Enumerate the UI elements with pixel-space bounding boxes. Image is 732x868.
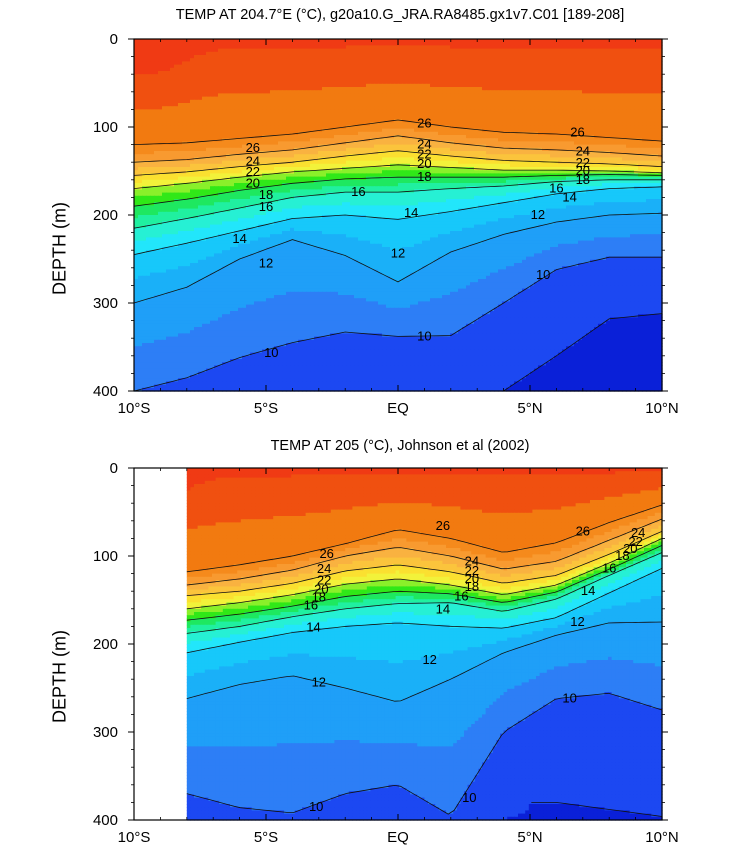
contour-label: 12 [531, 207, 545, 222]
x-tick-label: 10°S [118, 829, 151, 846]
y-tick-label: 0 [110, 31, 118, 48]
contour-panel-0: 2626242220181614122624222018161424222018… [93, 31, 679, 417]
chart-canvas: 2626242220181614122624222018161424222018… [0, 0, 732, 868]
contour-label: 16 [304, 597, 318, 612]
y-tick-label: 0 [110, 460, 118, 477]
x-tick-label: 5°N [517, 829, 542, 846]
contour-label: 12 [570, 614, 584, 629]
contour-label: 18 [417, 169, 431, 184]
y-tick-label: 200 [93, 636, 118, 653]
contour-label: 16 [454, 589, 468, 604]
contour-label: 26 [436, 518, 450, 533]
contour-label: 10 [264, 345, 278, 360]
contour-label: 26 [417, 116, 431, 131]
contour-label: 26 [319, 546, 333, 561]
contour-label: 18 [615, 548, 629, 563]
contour-label: 12 [259, 255, 273, 270]
contour-label: 10 [562, 691, 576, 706]
x-tick-label: 5°N [517, 400, 542, 417]
y-tick-label: 400 [93, 383, 118, 400]
y-tick-label: 200 [93, 207, 118, 224]
contour-label: 18 [576, 172, 590, 187]
y-tick-label: 100 [93, 119, 118, 136]
x-tick-label: 5°S [254, 829, 278, 846]
contour-label: 14 [562, 189, 576, 204]
contour-label: 10 [536, 267, 550, 282]
x-tick-label: 10°N [645, 829, 679, 846]
contour-label: 26 [576, 523, 590, 538]
contour-label: 10 [462, 790, 476, 805]
y-tick-label: 300 [93, 295, 118, 312]
y-tick-label: 300 [93, 724, 118, 741]
contour-label: 14 [404, 205, 418, 220]
contour-label: 12 [422, 652, 436, 667]
contour-label: 14 [436, 602, 450, 617]
contour-label: 10 [309, 799, 323, 814]
contour-label: 26 [570, 124, 584, 139]
x-tick-label: 10°S [118, 400, 151, 417]
contour-label: 12 [312, 675, 326, 690]
x-tick-label: 10°N [645, 400, 679, 417]
y-tick-label: 100 [93, 548, 118, 565]
contour-label: 14 [306, 619, 320, 634]
temperature-fill-1 [187, 468, 663, 821]
contour-label: 14 [232, 231, 246, 246]
contour-label: 12 [391, 246, 405, 261]
contour-label: 14 [581, 583, 595, 598]
contour-label: 16 [259, 199, 273, 214]
contour-label: 16 [351, 184, 365, 199]
x-tick-label: EQ [387, 400, 409, 417]
contour-label: 10 [417, 328, 431, 343]
y-tick-label: 400 [93, 812, 118, 829]
temperature-fill-0 [134, 39, 663, 392]
x-tick-label: 5°S [254, 400, 278, 417]
x-tick-label: EQ [387, 829, 409, 846]
contour-label: 16 [602, 560, 616, 575]
